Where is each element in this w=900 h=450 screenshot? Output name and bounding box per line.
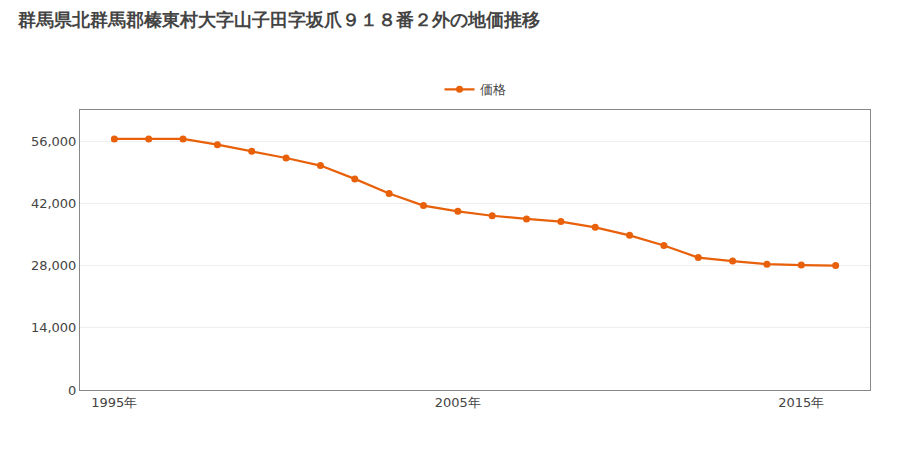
svg-text:群馬県北群馬郡榛東村大字山子田字坂爪９１８番２外の地価推移: 群馬県北群馬郡榛東村大字山子田字坂爪９１８番２外の地価推移 <box>17 9 540 30</box>
svg-text:2015年: 2015年 <box>778 395 824 410</box>
svg-text:14,000: 14,000 <box>31 320 77 335</box>
svg-text:28,000: 28,000 <box>31 258 77 273</box>
svg-text:56,000: 56,000 <box>31 134 77 149</box>
svg-text:0: 0 <box>68 383 76 398</box>
svg-text:2005年: 2005年 <box>435 395 481 410</box>
svg-text:1995年: 1995年 <box>91 395 137 410</box>
svg-text:価格: 価格 <box>480 82 506 97</box>
svg-text:42,000: 42,000 <box>31 196 77 211</box>
